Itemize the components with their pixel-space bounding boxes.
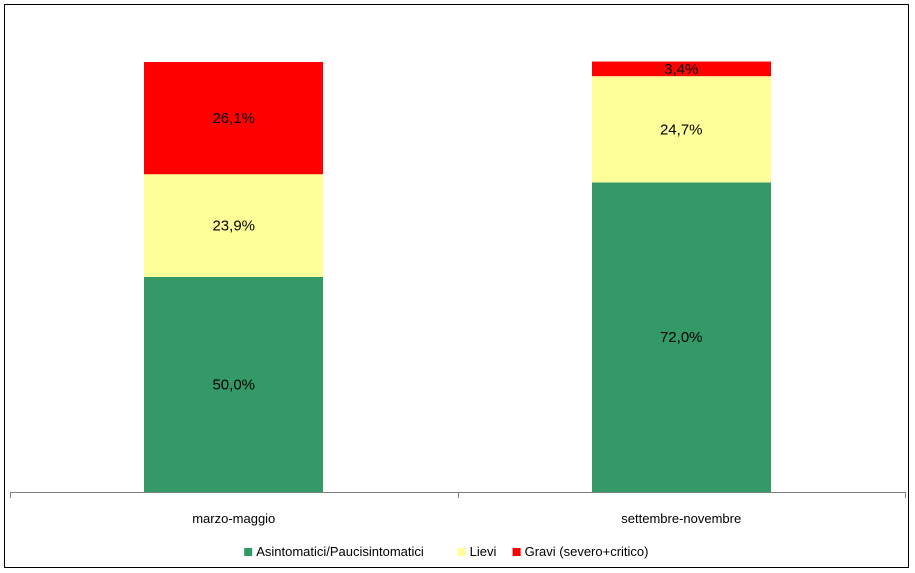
legend-label-asintomatici-paucisintomatici: Asintomatici/Paucisintomatici — [256, 544, 424, 559]
data-labels-layer: 50,0% 23,9% 26,1% 72,0% 24,7% 3,4% — [212, 61, 702, 394]
data-label-marzo-maggio-gravi-severo-critico: 26,1% — [212, 110, 255, 127]
data-label-settembre-novembre-gravi-severo-critico: 3,4% — [664, 61, 698, 78]
legend-swatch-lievi — [457, 548, 466, 556]
legend: Asintomatici/Paucisintomatici Lievi Gravi … — [244, 544, 648, 559]
x-axis: marzo-maggio settembre-novembre — [10, 492, 906, 526]
data-label-settembre-novembre-lievi: 24,7% — [660, 121, 703, 138]
category-label-marzo-maggio: marzo-maggio — [192, 511, 275, 526]
legend-swatch-gravi-severo-critico — [512, 548, 521, 556]
bar-marzo-maggio-gravi-severo-critico — [144, 62, 323, 175]
bar-marzo-maggio-lievi — [144, 174, 323, 277]
category-label-settembre-novembre: settembre-novembre — [621, 511, 741, 526]
legend-label-lievi: Lievi — [470, 544, 497, 559]
legend-swatch-asintomatici-paucisintomatici — [244, 548, 253, 556]
bar-settembre-novembre-asintomatici-paucisintomatici — [592, 182, 771, 492]
data-label-marzo-maggio-lievi: 23,9% — [212, 218, 255, 235]
bars-layer — [144, 61, 771, 492]
legend-label-gravi-severo-critico: Gravi (severo+critico) — [525, 544, 649, 559]
bar-settembre-novembre-lievi — [592, 76, 771, 183]
data-label-marzo-maggio-asintomatici-paucisintomatici: 50,0% — [212, 377, 255, 394]
data-label-settembre-novembre-asintomatici-paucisintomatici: 72,0% — [660, 329, 703, 346]
bar-settembre-novembre-gravi-severo-critico — [592, 61, 771, 77]
bar-marzo-maggio-asintomatici-paucisintomatici — [144, 277, 323, 492]
